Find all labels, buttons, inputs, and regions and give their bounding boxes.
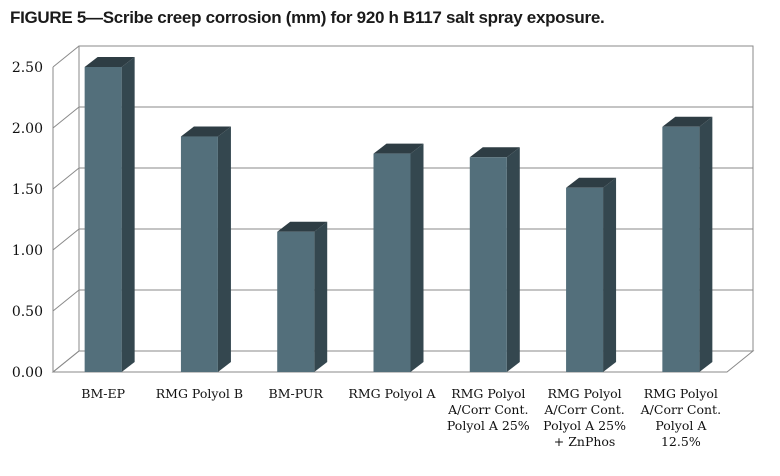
bar-top (662, 116, 713, 127)
x-tick-label: A/Corr Cont. (543, 402, 624, 417)
bar-top (566, 177, 617, 188)
bar (180, 126, 231, 372)
gridline (52, 350, 753, 373)
bar-side (506, 147, 520, 372)
bar-side (121, 57, 135, 372)
gridline (52, 167, 753, 190)
y-axis-ticks: 0.00 0.50 1.00 1.50 2.00 2.50 (12, 60, 43, 381)
x-tick-label: A/Corr Cont. (640, 402, 721, 417)
y-tick-label: 1.00 (12, 243, 43, 259)
x-tick-label: BM-PUR (269, 386, 324, 401)
bar-front (84, 67, 122, 372)
x-tick-label: RMG Polyol (451, 386, 525, 401)
bars (84, 57, 713, 372)
bar-top (469, 147, 520, 158)
bar-side (217, 126, 231, 372)
bar (469, 147, 520, 372)
x-tick-label: RMG Polyol (547, 386, 621, 401)
bar-front (277, 231, 315, 372)
y-tick-label: 2.00 (12, 121, 43, 137)
x-tick-label: A/Corr Cont. (447, 402, 528, 417)
x-tick-label: RMG Polyol A (348, 386, 436, 401)
bar-side (410, 143, 424, 372)
bar-front (566, 187, 604, 372)
y-tick-label: 0.50 (12, 304, 43, 320)
bar (373, 143, 424, 372)
x-tick-label: Polyol A 25% (543, 418, 626, 433)
chart-title: FIGURE 5—Scribe creep corrosion (mm) for… (10, 8, 605, 27)
x-tick-label: Polyol A (655, 418, 707, 433)
x-tick-label: RMG Polyol B (156, 386, 243, 401)
y-tick-label: 2.50 (12, 60, 43, 76)
gridline (52, 289, 753, 312)
bar (566, 177, 617, 372)
bar (84, 57, 135, 372)
y-tick-label: 0.00 (12, 365, 43, 381)
bar-side (603, 177, 617, 372)
bar-front (469, 157, 507, 372)
bar-top (277, 221, 328, 232)
bar-side (699, 116, 713, 372)
x-tick-label: 12.5% (661, 434, 701, 449)
x-axis-labels: BM-EP RMG Polyol B BM-PUR RMG Polyol A RMG P… (81, 386, 721, 449)
bar (662, 116, 713, 372)
gridline (52, 228, 753, 251)
bar-front (662, 126, 700, 372)
x-tick-label: Polyol A 25% (447, 418, 530, 433)
bar-top (84, 57, 135, 67)
x-tick-label: + ZnPhos (554, 434, 616, 449)
gridline (52, 45, 753, 68)
gridline (52, 106, 753, 129)
bar (277, 221, 328, 372)
y-tick-label: 1.50 (12, 182, 43, 198)
x-tick-label: RMG Polyol (644, 386, 718, 401)
x-tick-label: BM-EP (81, 386, 125, 401)
bar-front (180, 136, 218, 372)
bar-side (314, 221, 328, 372)
bar-top (180, 126, 231, 137)
bar-top (373, 143, 424, 154)
bar-front (373, 153, 411, 372)
gridlines (52, 45, 753, 373)
